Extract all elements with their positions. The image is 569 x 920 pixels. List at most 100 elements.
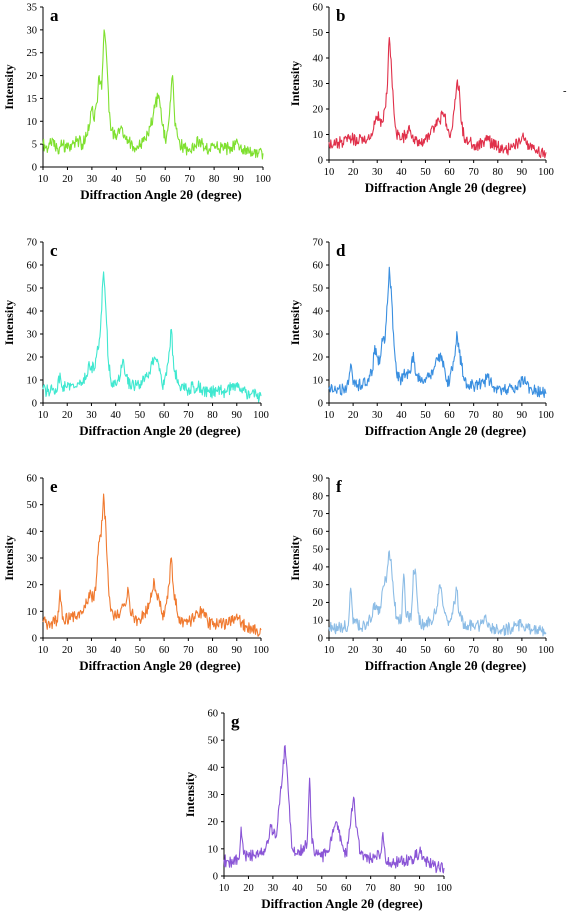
- y-tick-label: 5: [32, 140, 37, 151]
- data-point: [231, 386, 232, 387]
- data-point: [512, 389, 513, 390]
- data-point: [233, 144, 234, 145]
- x-tick-label: 70: [184, 174, 195, 185]
- x-tick-label: 40: [396, 645, 407, 656]
- data-point: [263, 851, 264, 852]
- x-tick-label: 90: [414, 883, 425, 894]
- data-point: [139, 384, 140, 385]
- x-tick-label: 60: [159, 645, 170, 656]
- data-point: [408, 126, 409, 127]
- data-point: [443, 867, 444, 868]
- data-point: [262, 153, 263, 154]
- data-point: [155, 102, 156, 103]
- data-point: [497, 147, 498, 148]
- y-tick-label: 30: [313, 580, 324, 591]
- data-point: [311, 843, 312, 844]
- data-point: [59, 589, 60, 590]
- y-tick-label: 70: [313, 238, 324, 249]
- y-tick-label: 50: [208, 736, 219, 747]
- y-tick-label: 60: [27, 261, 38, 272]
- x-tick-label: 30: [86, 645, 97, 656]
- data-point: [246, 393, 247, 394]
- data-point: [459, 613, 460, 614]
- data-point: [139, 619, 140, 620]
- data-point: [171, 329, 172, 330]
- data-point: [178, 384, 179, 385]
- data-point: [161, 613, 162, 614]
- data-point: [338, 627, 339, 628]
- data-point: [419, 851, 420, 852]
- y-tick-label: 50: [313, 284, 324, 295]
- data-point: [485, 614, 486, 615]
- data-point: [130, 384, 131, 385]
- y-tick-label: 0: [318, 634, 323, 645]
- data-point: [343, 144, 344, 145]
- x-tick-label: 30: [372, 645, 383, 656]
- x-tick-label: 50: [420, 167, 431, 178]
- data-point: [367, 379, 368, 380]
- data-point: [202, 611, 203, 612]
- y-tick-label: 10: [208, 844, 219, 855]
- data-point: [386, 573, 387, 574]
- data-point: [233, 859, 234, 860]
- data-point: [110, 379, 111, 380]
- data-point: [536, 391, 537, 392]
- x-axis-title: Diffraction Angle 2θ (degree): [79, 423, 240, 438]
- data-point: [336, 821, 337, 822]
- data-point: [463, 136, 464, 137]
- data-point: [96, 579, 97, 580]
- data-point: [258, 856, 259, 857]
- data-point: [120, 611, 121, 612]
- data-point: [502, 147, 503, 148]
- data-point: [379, 613, 380, 614]
- data-point: [401, 139, 402, 140]
- data-point: [171, 557, 172, 558]
- data-point: [372, 134, 373, 135]
- data-point: [47, 391, 48, 392]
- data-point: [241, 827, 242, 828]
- data-point: [418, 613, 419, 614]
- x-tick-label: 10: [38, 410, 49, 421]
- data-point: [165, 139, 166, 140]
- data-point: [57, 621, 58, 622]
- x-tick-label: 60: [444, 410, 455, 421]
- data-point: [389, 37, 390, 38]
- data-point: [82, 144, 83, 145]
- y-axis-title: Intensity: [2, 535, 16, 580]
- stray-dash-mark: -: [563, 86, 567, 97]
- data-point: [492, 629, 493, 630]
- x-tick-label: 70: [183, 410, 194, 421]
- data-point: [389, 550, 390, 551]
- data-point: [338, 389, 339, 390]
- data-point: [384, 108, 385, 109]
- y-tick-label: 40: [27, 527, 38, 538]
- data-point: [406, 616, 407, 617]
- data-point: [531, 389, 532, 390]
- x-tick-label: 30: [86, 410, 97, 421]
- data-point: [468, 142, 469, 143]
- data-point: [343, 389, 344, 390]
- data-point: [134, 619, 135, 620]
- y-tick-label: 50: [27, 284, 38, 295]
- data-point: [449, 621, 450, 622]
- data-point: [188, 621, 189, 622]
- data-point: [353, 797, 354, 798]
- data-point: [404, 862, 405, 863]
- data-point: [367, 621, 368, 622]
- x-tick-label: 100: [253, 410, 269, 421]
- x-tick-label: 20: [348, 645, 359, 656]
- data-point: [454, 108, 455, 109]
- x-tick-label: 20: [348, 410, 359, 421]
- data-point: [362, 625, 363, 626]
- data-point: [381, 338, 382, 339]
- data-point: [399, 862, 400, 863]
- data-point: [188, 389, 189, 390]
- y-tick-label: 25: [27, 48, 38, 59]
- data-point: [394, 345, 395, 346]
- data-point: [226, 624, 227, 625]
- data-point: [439, 121, 440, 122]
- data-point: [333, 391, 334, 392]
- x-tick-label: 50: [420, 645, 431, 656]
- x-tick-label: 70: [468, 410, 479, 421]
- data-point: [57, 389, 58, 390]
